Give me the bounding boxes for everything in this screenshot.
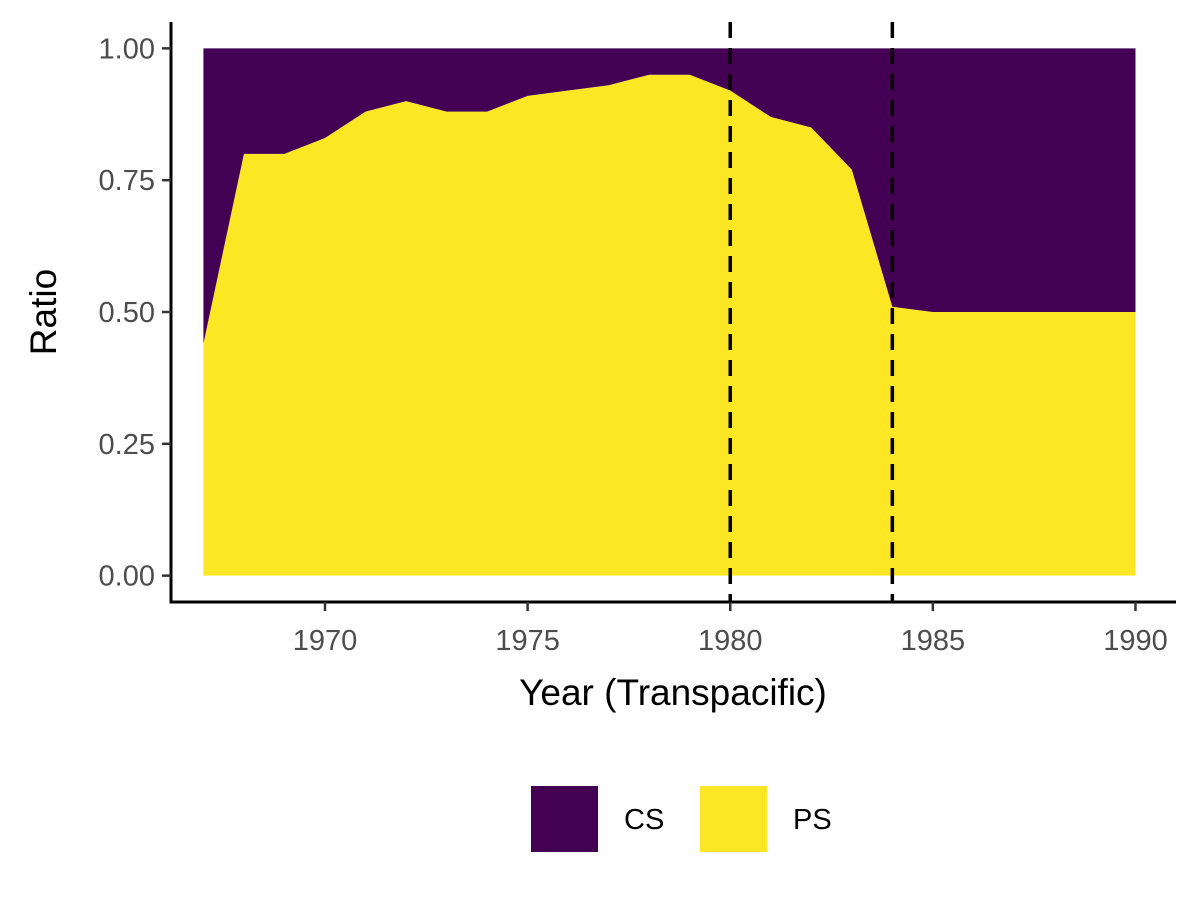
y-tick-label: 0.25 [99,429,155,461]
legend-label-ps: PS [793,804,832,836]
area-ps [203,74,1136,576]
legend-label-cs: CS [624,804,664,836]
y-tick-label: 0.50 [99,297,155,329]
y-tick-label: 1.00 [99,33,155,65]
x-tick-label: 1990 [1103,625,1168,657]
y-tick-label: 0.75 [99,165,155,197]
legend-key-cs [531,786,598,852]
y-tick-label: 0.00 [99,561,155,593]
y-axis-title: Ratio [23,269,64,355]
legend-key-ps [700,786,767,852]
x-axis-title: Year (Transpacific) [519,672,827,713]
x-tick-label: 1985 [901,625,966,657]
area-layer [203,48,1136,576]
x-tick-label: 1980 [698,625,763,657]
x-tick-label: 1975 [495,625,560,657]
x-tick-label: 1970 [293,625,358,657]
y-axis-ticks: 0.00 0.25 0.50 0.75 1.00 [99,33,171,593]
area-cs [203,48,1136,344]
x-axis-ticks: 1970 1975 1980 1985 1990 [293,602,1168,657]
vertical-reference-lines [728,22,895,602]
legend: CS PS [531,786,832,852]
